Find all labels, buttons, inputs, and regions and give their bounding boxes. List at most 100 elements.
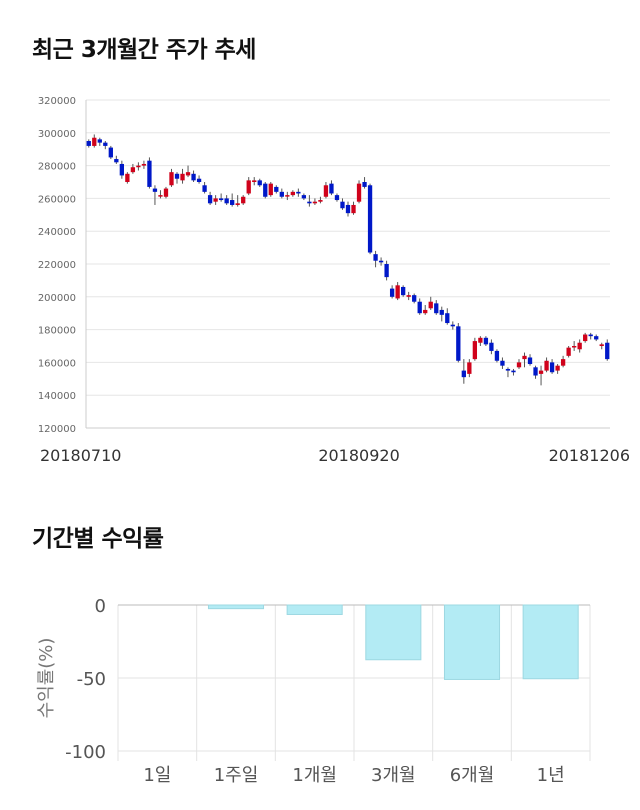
candle-body: [549, 362, 555, 373]
return-y-tick-label: 0: [95, 596, 106, 617]
candle-body: [136, 165, 141, 168]
return-y-tick-label: -50: [77, 669, 106, 690]
candle-body: [257, 180, 262, 186]
price-x-tick-label: 20181206: [549, 446, 630, 465]
candle-body: [505, 368, 511, 371]
candle-body: [296, 191, 301, 194]
candle-body: [461, 370, 466, 378]
candle-body: [103, 142, 108, 146]
candle-body: [312, 201, 318, 204]
price-y-tick-label: 260000: [38, 194, 76, 205]
return-bar: [365, 604, 422, 661]
price-x-tick-label: 20180920: [318, 446, 399, 465]
candle-body: [207, 195, 213, 204]
price-y-tick-label: 160000: [38, 358, 76, 369]
candle-body: [86, 141, 91, 146]
price-chart-title: 최근 3개월간 주가 추세: [32, 37, 256, 63]
candle-body: [274, 186, 279, 192]
candle-body: [235, 203, 240, 205]
candle-body: [92, 137, 97, 146]
candle-body: [323, 185, 329, 197]
candle-body: [279, 191, 284, 197]
price-chart: 320000 300000 280000 260000 240000 220000 2000…: [38, 96, 630, 465]
return-bar: [522, 604, 579, 680]
candle-body: [494, 350, 500, 361]
candle-body: [185, 172, 191, 176]
candle-body: [389, 288, 395, 297]
candle-body: [384, 264, 389, 278]
candle-body: [588, 334, 593, 337]
candle-body: [268, 183, 273, 196]
candle-body: [334, 195, 340, 201]
candle-body: [516, 362, 522, 368]
candle-body: [108, 147, 113, 158]
candle-body: [202, 185, 207, 192]
price-y-tick-label: 300000: [38, 129, 76, 140]
candle-body: [340, 201, 345, 209]
candle-body: [119, 163, 125, 176]
candle-body: [290, 191, 295, 196]
return-x-tick-label: 3개월: [371, 765, 416, 786]
candle-body: [191, 173, 196, 181]
candle-body: [252, 180, 257, 182]
candle-body: [125, 173, 130, 182]
candle-body: [147, 160, 152, 187]
candle-body: [434, 303, 439, 314]
return-x-tick-label: 1년: [537, 765, 565, 786]
candle-body: [527, 357, 533, 365]
return-y-axis-label: 수익률(%): [36, 638, 57, 719]
price-y-tick-label: 320000: [38, 96, 76, 107]
candle-body: [97, 139, 102, 143]
price-y-tick-label: 220000: [38, 260, 76, 271]
candle-body: [230, 200, 235, 205]
candle-body: [395, 285, 400, 299]
candle-body: [218, 198, 224, 201]
candle-body: [213, 198, 218, 202]
candle-body: [483, 337, 489, 345]
candle-body: [605, 342, 610, 360]
candle-body: [307, 201, 312, 204]
candle-body: [522, 355, 527, 360]
candle-body: [467, 362, 472, 374]
candle-body: [594, 336, 599, 340]
candle-body: [196, 178, 202, 182]
return-bar: [286, 604, 343, 615]
price-y-tick-label: 240000: [38, 227, 76, 238]
candle-body: [439, 309, 444, 315]
candle-body: [180, 173, 185, 181]
candle-body: [356, 183, 362, 202]
candle-body: [423, 309, 428, 314]
price-y-tick-label: 200000: [38, 293, 76, 304]
candle-body: [577, 342, 582, 350]
candle-body: [489, 342, 494, 351]
candle-body: [351, 204, 356, 214]
candle-body: [511, 370, 516, 373]
return-x-tick-label: 1주일: [214, 765, 259, 786]
candle-body: [169, 172, 174, 186]
candle-body: [406, 295, 411, 297]
candle-body: [163, 188, 169, 197]
candle-body: [472, 341, 478, 360]
candle-body: [141, 163, 147, 166]
price-y-tick-label: 120000: [38, 424, 76, 435]
candle-body: [555, 365, 560, 371]
candle-body: [362, 182, 367, 187]
candle-body: [174, 173, 180, 179]
candle-body: [544, 360, 549, 371]
candle-body: [345, 204, 351, 214]
return-bar: [443, 604, 501, 680]
candle-body: [417, 301, 422, 314]
candle-body: [560, 359, 566, 366]
candle-body: [445, 313, 450, 324]
return-y-tick-label: -100: [65, 742, 106, 763]
candle-body: [263, 183, 268, 197]
candle-body: [318, 200, 323, 202]
price-y-tick-label: 140000: [38, 391, 76, 402]
candle-body: [538, 370, 544, 374]
candle-body: [241, 196, 246, 204]
candle-body: [114, 159, 119, 163]
return-x-tick-label: 6개월: [450, 765, 495, 786]
candle-body: [450, 324, 455, 327]
candle-body: [246, 180, 251, 194]
